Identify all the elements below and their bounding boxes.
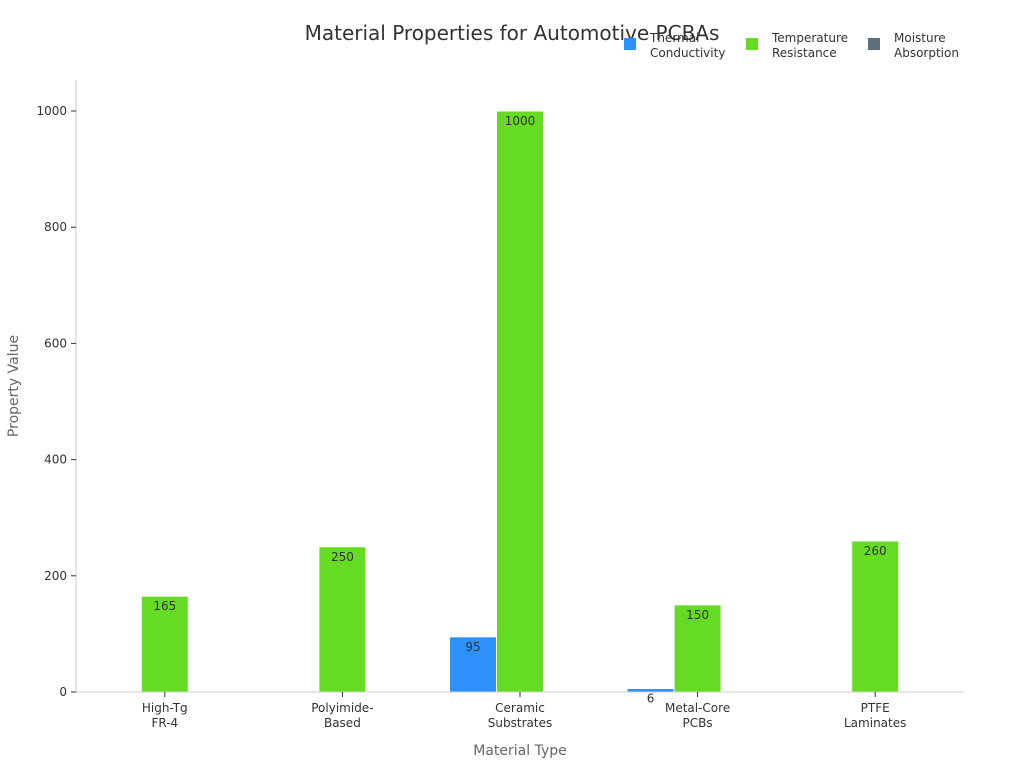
x-tick-label: PTFE Laminates [844,701,906,730]
legend-label: Thermal Conductivity [649,31,725,60]
x-axis-title: Material Type [473,743,566,759]
bar [673,604,722,693]
bar [851,540,900,693]
y-tick-label: 1000 [36,104,67,118]
bar [140,595,189,693]
chart-title: Material Properties for Automotive PCBAs [305,21,720,45]
legend-swatch [746,38,758,50]
legend-label: Temperature Resistance [771,31,848,60]
data-label: 165 [153,599,176,613]
x-tick-label: Metal-Core PCBs [665,701,730,730]
data-label: 250 [331,550,354,564]
x-tick-label: Polyimide-Based [311,701,373,730]
x-tick-label: High-Tg FR-4 [142,701,188,730]
y-tick-label: 800 [44,220,67,234]
y-tick-label: 600 [44,336,67,350]
bars [93,110,947,693]
data-label: 1000 [505,114,536,128]
data-label: 260 [864,544,887,558]
data-label: 6 [647,692,655,706]
y-tick-label: 200 [44,569,67,583]
legend-swatch [624,38,636,50]
y-ticks: 0 200 400 600 800 1000 [36,104,76,699]
bar [318,546,367,693]
data-labels: 165 250 95 1000 6 150 260 [153,114,886,706]
x-ticks: High-Tg FR-4 Polyimide-Based Ceramic Substra… [142,692,906,730]
y-tick-label: 400 [44,453,67,467]
y-axis-title: Property Value [6,335,22,437]
bar [496,110,544,693]
legend: Thermal Conductivity Temperature Resistance… [624,31,959,60]
legend-label: Moisture Absorption [894,31,959,60]
x-tick-label: Ceramic Substrates [488,701,552,730]
y-tick-label: 0 [59,685,67,699]
data-label: 150 [686,608,709,622]
legend-swatch [868,38,880,50]
data-label: 95 [465,640,480,654]
